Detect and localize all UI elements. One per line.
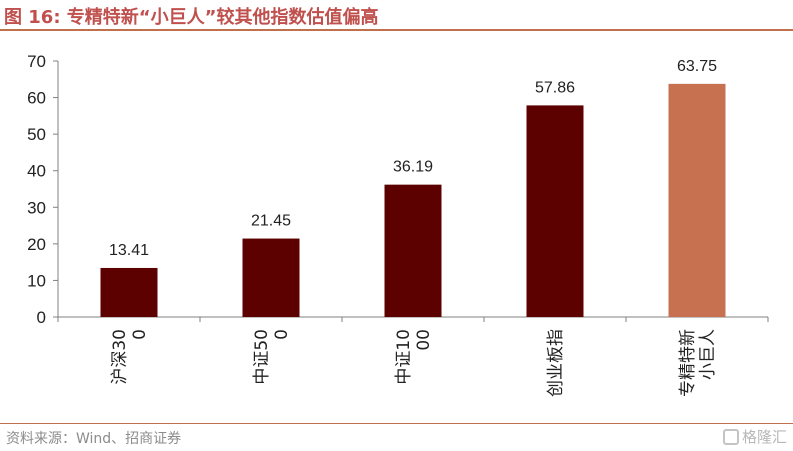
source-note: 资料来源：Wind、招商证券 bbox=[6, 431, 182, 447]
x-tick-label-line: 小巨人 bbox=[698, 329, 718, 380]
data-label: 63.75 bbox=[677, 58, 717, 75]
y-tick-label: 40 bbox=[27, 162, 46, 181]
data-label: 57.86 bbox=[535, 79, 575, 96]
bar bbox=[668, 83, 726, 317]
x-tick-label-line: 沪深30 bbox=[110, 329, 130, 385]
x-axis: 沪深30 0 中证50 0 中证10 00 创业板指 专精特新 小巨人 bbox=[57, 316, 769, 397]
x-tick-label-line: 中证50 bbox=[252, 329, 272, 385]
x-tick-label-line: 0 bbox=[130, 329, 150, 340]
watermark: 格隆汇 bbox=[722, 426, 787, 447]
x-tick-label: 沪深30 0 bbox=[110, 329, 150, 385]
y-tick-label: 0 bbox=[37, 308, 46, 327]
title-divider bbox=[0, 29, 793, 31]
data-labels: 13.41 21.45 36.19 57.86 63.75 bbox=[109, 58, 717, 259]
y-tick-label: 10 bbox=[27, 271, 46, 290]
y-tick-label: 70 bbox=[27, 52, 46, 71]
bar bbox=[242, 238, 300, 317]
data-label: 36.19 bbox=[393, 159, 433, 176]
data-label: 21.45 bbox=[251, 213, 291, 230]
x-tick-label-line: 中证10 bbox=[394, 329, 414, 385]
data-label: 13.41 bbox=[109, 242, 149, 259]
y-tick-label: 30 bbox=[27, 198, 46, 217]
x-tick-label: 创业板指 bbox=[546, 329, 566, 397]
bar bbox=[526, 105, 584, 318]
x-tick-label-line: 0 bbox=[272, 329, 292, 340]
y-tick-label: 50 bbox=[27, 125, 46, 144]
x-tick-label-line: 00 bbox=[414, 329, 434, 351]
x-tick-label: 专精特新 小巨人 bbox=[678, 329, 718, 397]
x-tick-label-line: 专精特新 bbox=[678, 329, 698, 397]
watermark-text: 格隆汇 bbox=[741, 428, 787, 446]
y-tick-label: 60 bbox=[27, 89, 46, 108]
bar bbox=[100, 267, 158, 317]
figure-title: 图 16: 专精特新“小巨人”较其他指数估值偏高 bbox=[4, 7, 379, 28]
x-tick-label: 中证10 00 bbox=[394, 329, 434, 385]
watermark-logo-icon bbox=[722, 428, 739, 445]
bars bbox=[100, 83, 726, 318]
bar bbox=[384, 184, 442, 317]
y-tick-label: 20 bbox=[27, 235, 46, 254]
x-tick-label-line: 创业板指 bbox=[546, 329, 566, 397]
source-divider bbox=[0, 423, 793, 424]
y-axis: 0 10 20 30 40 50 60 70 bbox=[27, 52, 59, 327]
x-tick-label: 中证50 0 bbox=[252, 329, 292, 385]
